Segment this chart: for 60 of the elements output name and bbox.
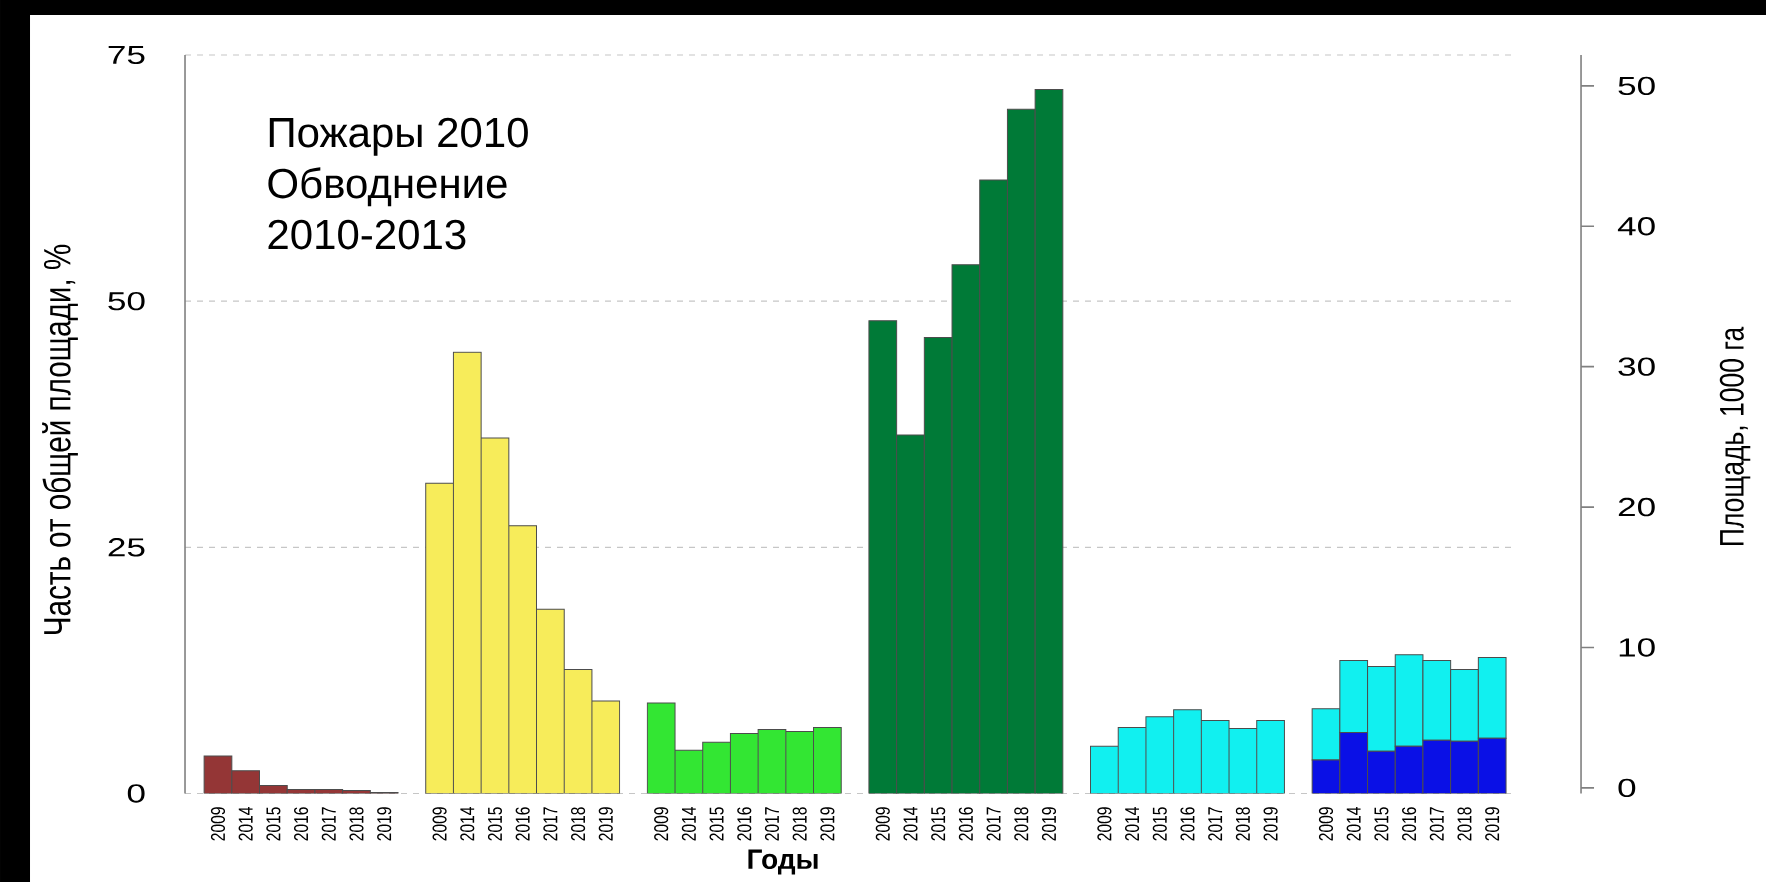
x-tick-label: 2009: [875, 807, 890, 841]
y2-tick-label: 20: [1618, 497, 1655, 517]
bar: [591, 700, 621, 794]
y-axis-title: Часть от общей площади, %: [42, 244, 78, 634]
x-tick-label: 2015: [1152, 807, 1167, 841]
y-tick-label: 0: [127, 784, 145, 803]
x-tick-label: 2016: [1402, 807, 1417, 841]
x-tick-label: 2017: [321, 807, 336, 841]
x-tick-label: 2016: [737, 807, 752, 841]
x-tick-label: 2015: [1374, 807, 1389, 841]
x-tick-label: 2018: [792, 807, 807, 841]
y-tick-label: 75: [108, 45, 145, 65]
x-tick-label: 2016: [515, 807, 530, 841]
x-tick-label: 2009: [1097, 807, 1112, 841]
y2-tick-label: 30: [1618, 357, 1655, 376]
y-tick-label: 50: [108, 291, 145, 311]
x-axis-title: Годы: [748, 849, 818, 875]
x-tick-label: 2015: [266, 807, 281, 841]
x-tick-label: 2014: [903, 807, 918, 841]
x-tick-label: 2018: [1014, 807, 1029, 841]
x-tick-label: 2018: [349, 807, 364, 841]
x-tick-label: 2014: [1346, 807, 1361, 841]
x-tick-label: 2019: [820, 807, 835, 841]
x-tick-label: 2015: [487, 807, 503, 841]
y-tick-label: 25: [108, 538, 145, 557]
x-tick-label: 2014: [238, 807, 253, 841]
y2-tick-label: 50: [1618, 76, 1655, 96]
x-tick-label: 2009: [210, 807, 226, 841]
annotation: Пожары 2010: [269, 117, 528, 156]
annotation: 2010-2013: [268, 219, 466, 250]
x-tick-label: 2018: [1457, 807, 1472, 841]
annotation: Обводнение: [268, 167, 507, 207]
x-tick-label: 2019: [377, 807, 392, 841]
x-tick-label: 2017: [764, 807, 780, 841]
x-tick-label: 2019: [1263, 807, 1278, 841]
x-tick-label: 2016: [294, 807, 309, 841]
x-tick-label: 2016: [958, 807, 973, 841]
x-tick-label: 2019: [598, 807, 613, 841]
x-tick-label: 2017: [1208, 807, 1223, 841]
x-tick-label: 2019: [1485, 807, 1500, 841]
x-tick-label: 2018: [1235, 807, 1250, 841]
y2-tick-label: 0: [1618, 778, 1636, 798]
x-tick-label: 2009: [654, 807, 669, 841]
y2-tick-label: 10: [1619, 638, 1655, 657]
x-tick-label: 2018: [571, 807, 586, 841]
x-tick-label: 2009: [432, 807, 447, 841]
x-tick-label: 2017: [543, 807, 558, 841]
y2-tick-label: 40: [1617, 217, 1655, 236]
x-tick-label: 2017: [986, 807, 1001, 841]
x-tick-label: 2014: [460, 807, 475, 841]
x-tick-label: 2014: [681, 807, 696, 841]
x-tick-label: 2015: [709, 807, 724, 841]
x-tick-label: 2014: [1125, 807, 1140, 841]
y2-axis-title: Площадь, 1000 га: [1719, 326, 1751, 546]
x-tick-label: 2009: [1318, 807, 1334, 841]
x-tick-label: 2017: [1429, 807, 1444, 841]
x-tick-label: 2019: [1041, 807, 1057, 841]
bar: [646, 702, 676, 794]
x-tick-label: 2015: [931, 807, 946, 841]
x-tick-label: 2016: [1180, 807, 1195, 841]
